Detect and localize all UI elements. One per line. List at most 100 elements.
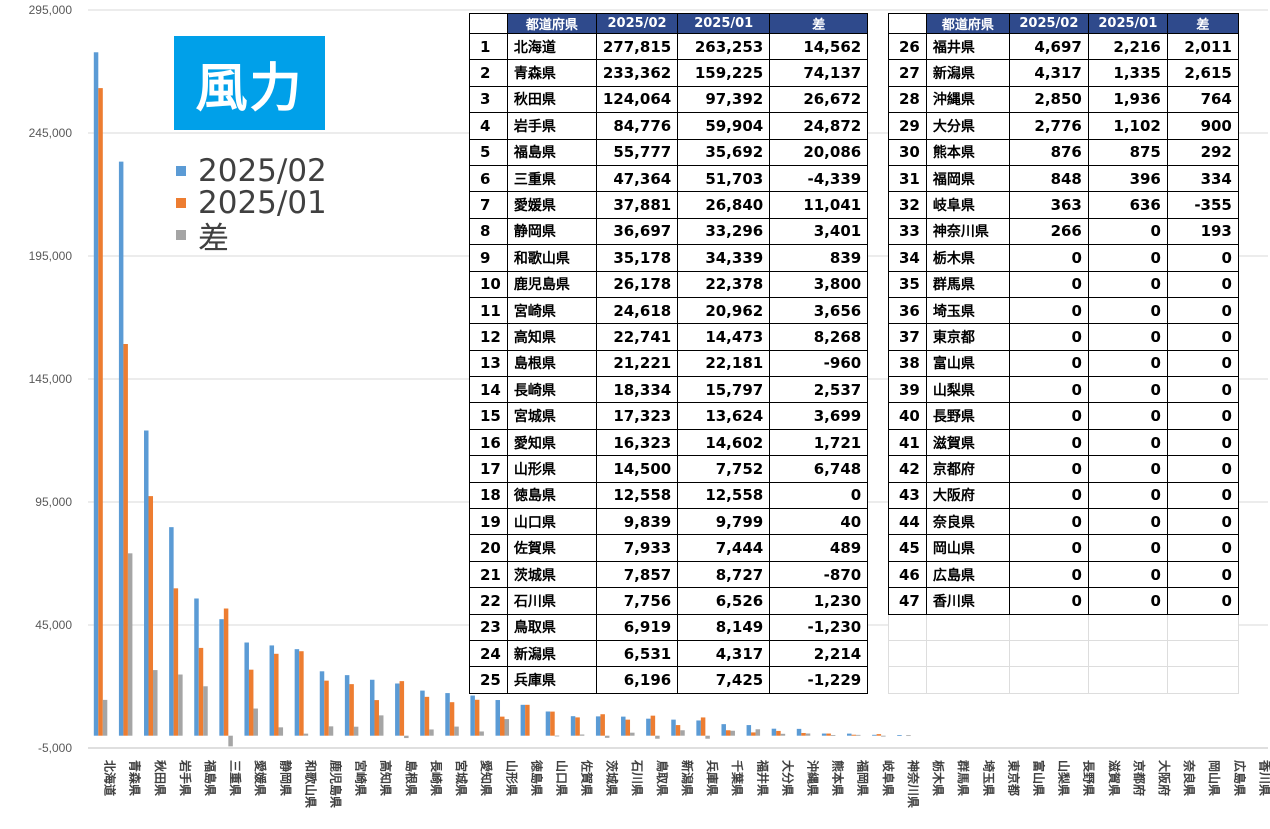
bar-2 xyxy=(223,608,229,736)
cell-rank: 8 xyxy=(469,217,508,246)
x-tick-label: 岐阜県 xyxy=(881,760,896,796)
bar-1 xyxy=(595,716,601,736)
cell-rank: 31 xyxy=(888,164,927,193)
bar-3 xyxy=(830,734,836,736)
empty-cell xyxy=(925,639,1010,668)
x-tick-label: 北海道 xyxy=(103,760,118,796)
bar-3 xyxy=(178,674,183,736)
cell-diff: 1,721 xyxy=(769,428,869,457)
bar-3 xyxy=(253,708,258,736)
cell-diff: 3,699 xyxy=(769,402,869,430)
table-row: 18 徳島県 12,558 12,558 0 xyxy=(469,481,869,510)
bar-2 xyxy=(700,717,706,736)
bar-3 xyxy=(881,735,886,737)
bar-3 xyxy=(680,730,685,736)
cell-v1: 0 xyxy=(1008,323,1089,351)
cell-v2: 0 xyxy=(1087,270,1168,298)
bar-2 xyxy=(851,734,856,736)
cell-v2: 0 xyxy=(1087,428,1168,457)
legend-label-2: 2025/01 xyxy=(198,185,327,221)
cell-v1: 6,196 xyxy=(595,666,679,694)
bar-2 xyxy=(826,733,831,736)
cell-v1: 2,850 xyxy=(1008,85,1089,114)
cell-pref: 北海道 xyxy=(506,32,597,61)
x-tick-label: 長崎県 xyxy=(429,760,444,796)
cell-rank: 27 xyxy=(888,59,927,87)
bar-3 xyxy=(303,733,309,736)
cell-rank: 32 xyxy=(888,191,927,219)
cell-diff: 0 xyxy=(1166,428,1239,457)
table-row: 16 愛知県 16,323 14,602 1,721 xyxy=(469,428,869,457)
x-tick-label: 群馬県 xyxy=(956,759,971,796)
cell-v2: 8,727 xyxy=(677,560,771,589)
cell-diff: 0 xyxy=(1166,270,1239,298)
cell-pref: 兵庫県 xyxy=(506,666,597,694)
cell-pref: 高知県 xyxy=(506,323,597,351)
bar-1 xyxy=(219,619,224,736)
x-tick-label: 奈良県 xyxy=(1182,759,1197,796)
cell-diff: 193 xyxy=(1166,217,1239,246)
bar-2 xyxy=(776,730,781,736)
cell-v1: 22,741 xyxy=(595,323,679,351)
cell-v2: 6,526 xyxy=(677,587,771,615)
cell-diff: 489 xyxy=(769,534,869,562)
table-row: 9 和歌山県 35,178 34,339 839 xyxy=(469,244,869,272)
x-tick-label: 愛媛県 xyxy=(253,760,268,796)
table-row: 15 宮城県 17,323 13,624 3,699 xyxy=(469,402,869,430)
x-tick-label: 栃木県 xyxy=(931,760,946,796)
x-tick-label: 高知県 xyxy=(379,760,394,796)
cell-diff: 26,672 xyxy=(769,85,869,114)
cell-v1: 16,323 xyxy=(595,428,679,457)
bar-1 xyxy=(872,734,877,736)
table-row: 46 広島県 0 0 0 xyxy=(888,560,1239,589)
cell-v2: 1,102 xyxy=(1087,112,1168,140)
bar-2 xyxy=(399,681,405,736)
x-tick-label: 青森県 xyxy=(128,760,143,796)
bar-1 xyxy=(545,711,551,736)
cell-rank: 4 xyxy=(469,112,508,140)
cell-pref: 石川県 xyxy=(506,587,597,615)
bar-1 xyxy=(646,718,651,736)
bar-2 xyxy=(198,647,204,736)
bar-1 xyxy=(369,679,375,736)
cell-pref: 長野県 xyxy=(925,402,1010,430)
x-tick-label: 和歌山県 xyxy=(303,759,318,808)
cell-v1: 363 xyxy=(1008,191,1089,219)
table-row: 31 福岡県 848 396 334 xyxy=(888,164,1239,193)
cell-v2: 0 xyxy=(1087,455,1168,483)
cell-pref: 岩手県 xyxy=(506,112,597,140)
cell-v2: 8,149 xyxy=(677,613,771,641)
cell-v1: 0 xyxy=(1008,455,1089,483)
cell-rank: 6 xyxy=(469,164,508,193)
x-tick-label: 新潟県 xyxy=(680,760,695,796)
bar-1 xyxy=(93,52,99,736)
empty-cell xyxy=(1087,639,1168,668)
bar-1 xyxy=(721,724,726,736)
legend-label-1: 2025/02 xyxy=(198,153,327,189)
header-rank xyxy=(469,13,508,34)
table-row: 20 佐賀県 7,933 7,444 489 xyxy=(469,534,869,562)
bar-1 xyxy=(395,683,400,736)
cell-pref: 茨城県 xyxy=(506,560,597,589)
cell-diff: 6,748 xyxy=(769,455,869,483)
bar-1 xyxy=(570,716,576,736)
cell-pref: 徳島県 xyxy=(506,481,597,510)
bar-3 xyxy=(278,727,284,736)
cell-v1: 26,178 xyxy=(595,270,679,298)
table-row: 17 山形県 14,500 7,752 6,748 xyxy=(469,455,869,483)
cell-v1: 17,323 xyxy=(595,402,679,430)
table-row: 35 群馬県 0 0 0 xyxy=(888,270,1239,298)
table-row: 26 福井県 4,697 2,216 2,011 xyxy=(888,32,1239,61)
bar-3 xyxy=(378,715,384,736)
bar-3 xyxy=(228,735,233,747)
empty-cell xyxy=(1166,639,1239,668)
empty-cell xyxy=(1166,613,1239,641)
bar-1 xyxy=(771,728,777,736)
bar-3 xyxy=(454,726,459,736)
x-tick-label: 福井県 xyxy=(755,759,770,796)
cell-rank: 7 xyxy=(469,191,508,219)
cell-diff: -960 xyxy=(769,349,869,378)
cell-v1: 0 xyxy=(1008,244,1089,272)
table-row: 2 青森県 233,362 159,225 74,137 xyxy=(469,59,869,87)
x-axis: 北海道 青森県 秋田県 岩手県 福島県 三重県 愛媛県 静岡県 和歌山県 鹿児島県 宮崎県 高知県 島根… xyxy=(103,759,1270,808)
